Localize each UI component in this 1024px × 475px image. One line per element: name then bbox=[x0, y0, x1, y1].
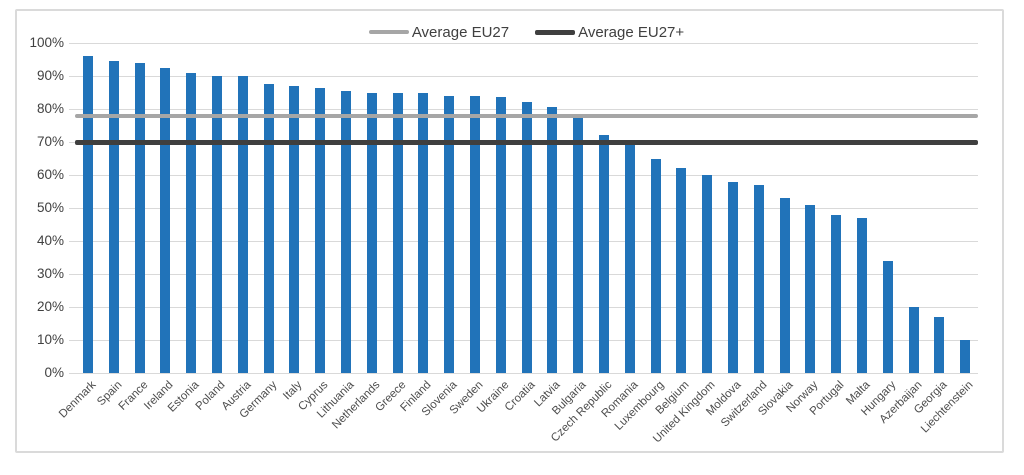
avg-line-average-eu27 bbox=[75, 113, 978, 118]
bar-georgia bbox=[934, 316, 945, 373]
bar-lithuania bbox=[340, 90, 351, 373]
bar-latvia bbox=[547, 107, 558, 373]
bar-greece bbox=[392, 92, 403, 373]
legend-line-eu27plus-swatch bbox=[535, 29, 576, 35]
bar-croatia bbox=[521, 102, 532, 373]
bar-slovenia bbox=[444, 95, 455, 373]
bar-ukraine bbox=[495, 97, 506, 373]
bar-switzerland bbox=[753, 184, 764, 373]
y-tick-label: 90% bbox=[36, 68, 64, 83]
y-tick-label: 10% bbox=[36, 332, 64, 347]
bar-austria bbox=[237, 76, 248, 373]
legend-item-average-eu27plus: Average EU27+ bbox=[535, 24, 684, 41]
bar-romania bbox=[624, 143, 635, 373]
bar-finland bbox=[418, 92, 429, 373]
y-tick-label: 100% bbox=[29, 35, 64, 50]
bar-denmark bbox=[82, 56, 93, 373]
bar-cyprus bbox=[315, 87, 326, 373]
bar-sweden bbox=[469, 95, 480, 373]
bar-poland bbox=[211, 76, 222, 373]
y-tick-label: 70% bbox=[36, 134, 64, 149]
bar-ireland bbox=[160, 67, 171, 373]
bar-azerbaijan bbox=[908, 307, 919, 373]
bar-belgium bbox=[676, 168, 687, 373]
y-axis: 0% 10% 20% 30% 40% 50% 60% 70% 80% 90% 100% bbox=[0, 35, 64, 380]
plot-area bbox=[69, 42, 978, 374]
y-tick-label: 40% bbox=[36, 233, 64, 248]
chart-legend: Average EU27 Average EU27+ bbox=[75, 22, 978, 42]
bar-germany bbox=[263, 84, 274, 373]
bar-spain bbox=[108, 61, 119, 373]
bar-italy bbox=[289, 85, 300, 373]
x-axis: Denmark Spain France Ireland Estonia Poland Au… bbox=[0, 379, 1024, 459]
gridline-90 bbox=[69, 75, 978, 77]
bar-united-kingdom bbox=[702, 175, 713, 373]
bar-hungary bbox=[882, 260, 893, 373]
y-tick-label: 60% bbox=[36, 167, 64, 182]
bar-slovakia bbox=[779, 198, 790, 373]
bar-portugal bbox=[831, 214, 842, 373]
bar-malta bbox=[856, 217, 867, 373]
legend-label-eu27plus: Average EU27+ bbox=[578, 23, 685, 41]
legend-item-average-eu27: Average EU27 bbox=[368, 23, 510, 41]
legend-line-eu27-swatch bbox=[368, 30, 409, 34]
legend-label-eu27: Average EU27 bbox=[411, 23, 510, 41]
bar-moldova bbox=[727, 181, 738, 373]
gridline-100 bbox=[69, 42, 978, 44]
y-tick-label: 20% bbox=[36, 299, 64, 314]
y-tick-label: 80% bbox=[36, 101, 64, 116]
gridline-0 bbox=[69, 372, 978, 374]
avg-line-average-eu27- bbox=[75, 139, 978, 145]
bar-norway bbox=[805, 204, 816, 373]
bar-estonia bbox=[186, 72, 197, 373]
bar-france bbox=[134, 62, 145, 373]
bar-luxembourg bbox=[650, 158, 661, 373]
bar-liechtenstein bbox=[960, 340, 971, 373]
y-tick-label: 0% bbox=[44, 365, 64, 380]
y-tick-label: 50% bbox=[36, 200, 64, 215]
bar-bulgaria bbox=[573, 117, 584, 373]
y-tick-label: 30% bbox=[36, 266, 64, 281]
bar-czech-republic bbox=[598, 135, 609, 373]
bar-netherlands bbox=[366, 92, 377, 373]
